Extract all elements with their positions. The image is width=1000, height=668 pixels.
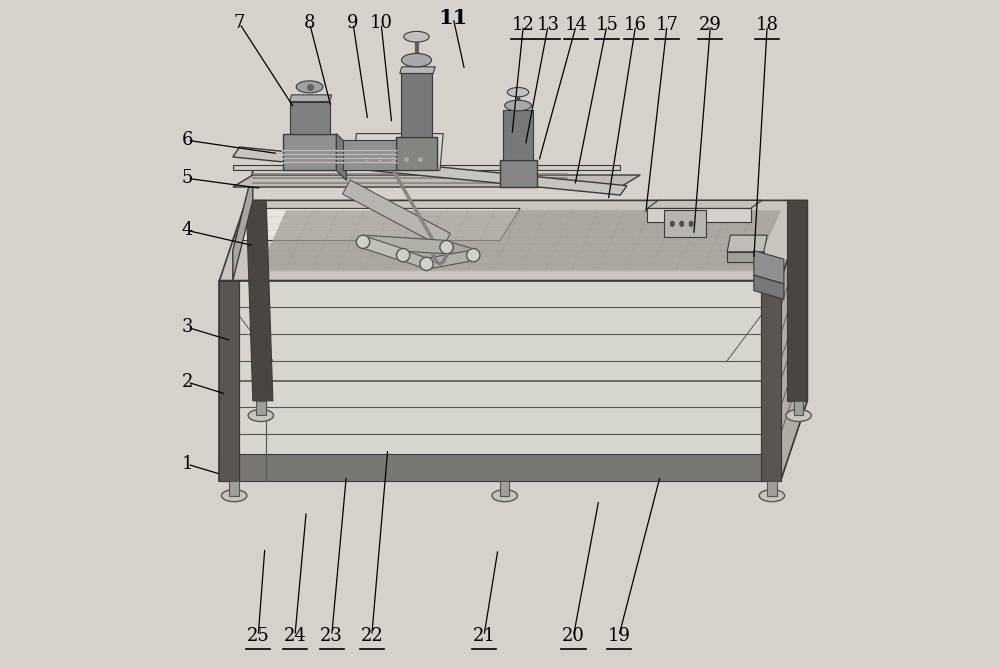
Polygon shape [219, 281, 239, 481]
Text: 17: 17 [656, 17, 678, 34]
Circle shape [420, 257, 433, 271]
Text: 7: 7 [234, 15, 245, 32]
Polygon shape [787, 200, 807, 401]
Polygon shape [233, 175, 640, 187]
Bar [794, 401, 803, 415]
Polygon shape [647, 200, 762, 208]
Polygon shape [503, 110, 533, 160]
Text: 1: 1 [182, 456, 193, 473]
Text: 16: 16 [624, 17, 647, 34]
Text: 5: 5 [182, 170, 193, 187]
Bar [767, 481, 777, 496]
Polygon shape [219, 401, 807, 481]
Ellipse shape [689, 221, 693, 226]
Text: 4: 4 [182, 222, 193, 239]
Text: 2: 2 [182, 373, 193, 391]
Text: 24: 24 [284, 627, 306, 645]
Polygon shape [754, 250, 784, 284]
Polygon shape [219, 281, 781, 481]
Polygon shape [353, 134, 443, 170]
Polygon shape [400, 67, 435, 73]
Polygon shape [219, 454, 781, 481]
Polygon shape [336, 134, 346, 180]
Polygon shape [500, 160, 537, 187]
Polygon shape [727, 252, 764, 262]
Polygon shape [290, 95, 332, 102]
Polygon shape [260, 210, 781, 271]
Polygon shape [396, 137, 437, 170]
Circle shape [467, 248, 480, 262]
Bar [500, 481, 509, 496]
Polygon shape [401, 73, 432, 137]
Text: 8: 8 [304, 15, 315, 32]
Polygon shape [647, 208, 751, 222]
Circle shape [440, 240, 453, 254]
Ellipse shape [401, 53, 432, 67]
Bar [256, 401, 266, 415]
Polygon shape [343, 140, 396, 170]
Text: 20: 20 [562, 627, 585, 645]
Circle shape [356, 235, 370, 248]
Text: 23: 23 [320, 627, 343, 645]
Text: 21: 21 [473, 627, 495, 645]
Bar [166, 0, 834, 60]
Polygon shape [664, 210, 706, 237]
Ellipse shape [492, 490, 517, 502]
Polygon shape [343, 180, 450, 248]
Text: 6: 6 [182, 132, 193, 149]
Ellipse shape [759, 490, 785, 502]
Ellipse shape [404, 31, 429, 42]
Polygon shape [781, 200, 807, 481]
Polygon shape [233, 170, 253, 281]
Text: 3: 3 [182, 319, 193, 336]
Polygon shape [283, 134, 336, 170]
Text: 18: 18 [756, 17, 779, 34]
Polygon shape [290, 102, 330, 134]
Text: 22: 22 [360, 627, 383, 645]
Text: 9: 9 [347, 15, 359, 32]
Ellipse shape [248, 409, 274, 422]
Ellipse shape [786, 409, 811, 422]
Polygon shape [361, 236, 405, 261]
Ellipse shape [505, 100, 531, 111]
Polygon shape [426, 250, 474, 269]
Polygon shape [401, 250, 428, 269]
Polygon shape [445, 241, 475, 261]
Text: 10: 10 [370, 15, 393, 32]
Text: 19: 19 [607, 627, 630, 645]
Text: 14: 14 [565, 17, 588, 34]
Text: 25: 25 [247, 627, 270, 645]
Text: 11: 11 [439, 8, 468, 28]
Polygon shape [246, 200, 273, 401]
Polygon shape [233, 165, 620, 170]
Ellipse shape [507, 88, 529, 97]
Polygon shape [754, 275, 784, 299]
Polygon shape [219, 200, 807, 281]
Polygon shape [246, 200, 807, 401]
Text: 12: 12 [512, 17, 535, 34]
Text: 15: 15 [595, 17, 618, 34]
Polygon shape [233, 208, 520, 240]
Polygon shape [761, 281, 781, 481]
Text: 13: 13 [537, 17, 560, 34]
Ellipse shape [670, 221, 674, 226]
Text: 29: 29 [699, 17, 722, 34]
Polygon shape [727, 235, 767, 252]
Ellipse shape [296, 81, 323, 93]
Circle shape [396, 248, 410, 262]
Polygon shape [233, 147, 627, 195]
Ellipse shape [221, 490, 247, 502]
Polygon shape [363, 235, 447, 254]
Bar [229, 481, 239, 496]
Ellipse shape [680, 221, 684, 226]
